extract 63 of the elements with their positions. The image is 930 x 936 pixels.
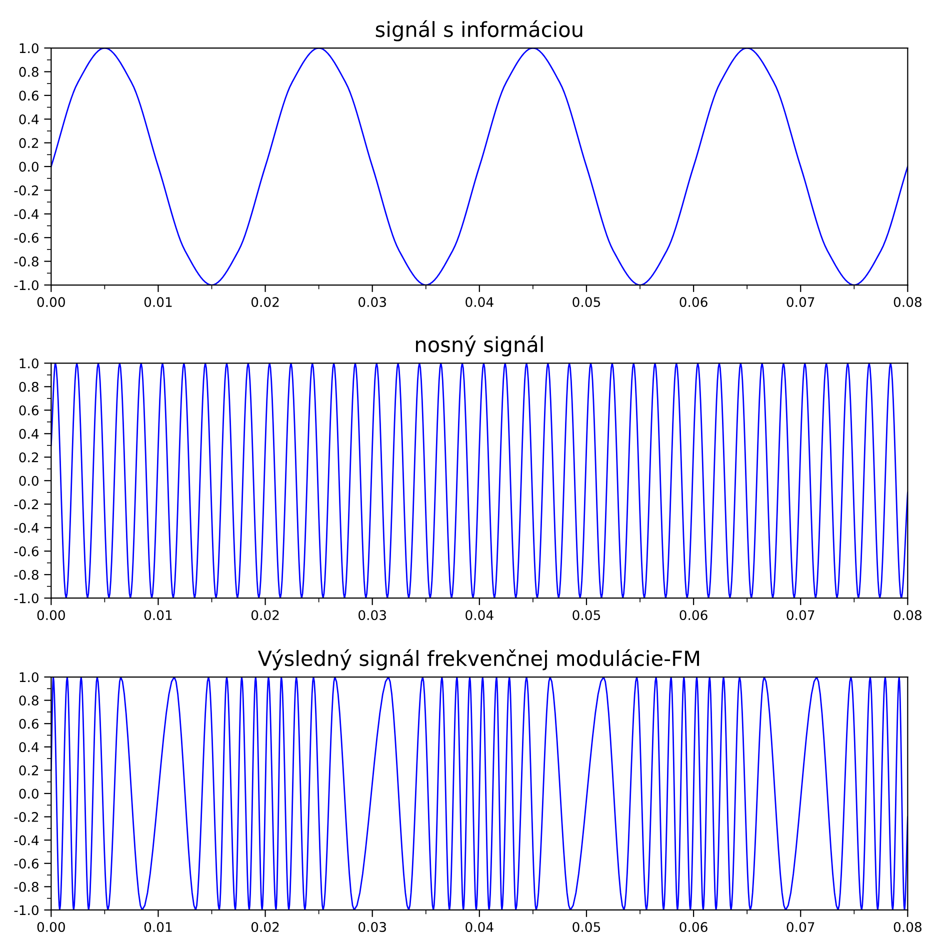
x-tick-label: 0.08 bbox=[894, 922, 922, 932]
y-tick-label: 0.4 bbox=[19, 114, 39, 124]
y-tick-label: -0.8 bbox=[14, 256, 38, 267]
y-tick-label: 0.2 bbox=[19, 765, 38, 776]
y-tick-label: 0.0 bbox=[19, 788, 38, 799]
y-tick-label: 1.0 bbox=[20, 358, 38, 368]
x-tick-label: 0.08 bbox=[894, 610, 922, 620]
chart-title: signál s informáciou bbox=[376, 20, 582, 42]
x-tick-label: 0.05 bbox=[572, 922, 600, 932]
x-tick-label: 0.02 bbox=[251, 922, 279, 932]
y-tick-label: 1.0 bbox=[20, 43, 38, 54]
y-tick-label: 0.8 bbox=[19, 696, 38, 706]
y-tick-label: -1.0 bbox=[14, 593, 38, 604]
y-tick-label: 0.0 bbox=[19, 162, 38, 172]
x-tick-label: 0.00 bbox=[37, 297, 65, 308]
x-tick-label: 0.05 bbox=[572, 297, 600, 308]
y-tick-label: -0.6 bbox=[14, 232, 39, 243]
x-tick-label: 0.07 bbox=[786, 922, 814, 932]
x-tick-label: 0.00 bbox=[37, 610, 65, 620]
y-tick-label: 0.8 bbox=[19, 382, 38, 392]
y-tick-label: -0.4 bbox=[14, 522, 39, 533]
y-tick-label: 0.0 bbox=[19, 476, 38, 486]
x-tick-label: 0.02 bbox=[251, 297, 279, 308]
y-tick-label: 0.4 bbox=[19, 742, 39, 752]
x-tick-label: 0.05 bbox=[572, 610, 600, 620]
x-tick-label: 0.04 bbox=[466, 922, 494, 932]
y-tick-label: -0.2 bbox=[14, 499, 38, 510]
x-tick-label: 0.07 bbox=[786, 297, 814, 308]
y-tick-label: -0.2 bbox=[14, 812, 38, 822]
y-tick-label: 0.4 bbox=[19, 428, 39, 439]
y-tick-label: -0.8 bbox=[14, 570, 38, 580]
x-tick-label: 0.04 bbox=[466, 610, 494, 620]
y-tick-label: 0.6 bbox=[19, 90, 39, 101]
y-tick-label: 1.0 bbox=[20, 672, 38, 682]
x-tick-label: 0.00 bbox=[37, 922, 65, 932]
y-tick-label: 0.8 bbox=[19, 66, 38, 77]
y-tick-label: 0.2 bbox=[19, 138, 38, 148]
x-tick-label: 0.04 bbox=[466, 297, 494, 308]
x-tick-label: 0.02 bbox=[251, 610, 279, 620]
x-tick-label: 0.06 bbox=[680, 610, 708, 620]
x-tick-label: 0.01 bbox=[144, 297, 172, 308]
x-tick-label: 0.06 bbox=[680, 922, 708, 932]
x-tick-label: 0.06 bbox=[680, 297, 708, 308]
x-tick-label: 0.07 bbox=[786, 610, 814, 620]
y-tick-label: -0.6 bbox=[14, 546, 39, 556]
chart-title: nosný signál bbox=[416, 335, 543, 356]
x-tick-label: 0.01 bbox=[144, 922, 172, 932]
y-tick-label: 0.6 bbox=[19, 405, 39, 416]
chart-title: Výsledný signál frekvenčnej modulácie-FM bbox=[258, 649, 699, 670]
y-tick-label: -0.8 bbox=[14, 882, 38, 892]
y-tick-label: -1.0 bbox=[14, 280, 38, 290]
x-tick-label: 0.01 bbox=[144, 610, 172, 620]
y-tick-label: 0.2 bbox=[19, 452, 38, 462]
y-tick-label: -1.0 bbox=[14, 905, 38, 916]
y-tick-label: -0.4 bbox=[14, 209, 39, 220]
y-tick-label: -0.2 bbox=[14, 185, 38, 196]
y-tick-label: 0.6 bbox=[19, 718, 39, 729]
x-tick-label: 0.03 bbox=[358, 610, 386, 620]
x-tick-label: 0.03 bbox=[358, 297, 386, 308]
x-tick-label: 0.08 bbox=[894, 297, 922, 308]
y-tick-label: -0.6 bbox=[14, 858, 39, 869]
x-tick-label: 0.03 bbox=[358, 922, 386, 932]
y-tick-label: -0.4 bbox=[14, 835, 39, 846]
